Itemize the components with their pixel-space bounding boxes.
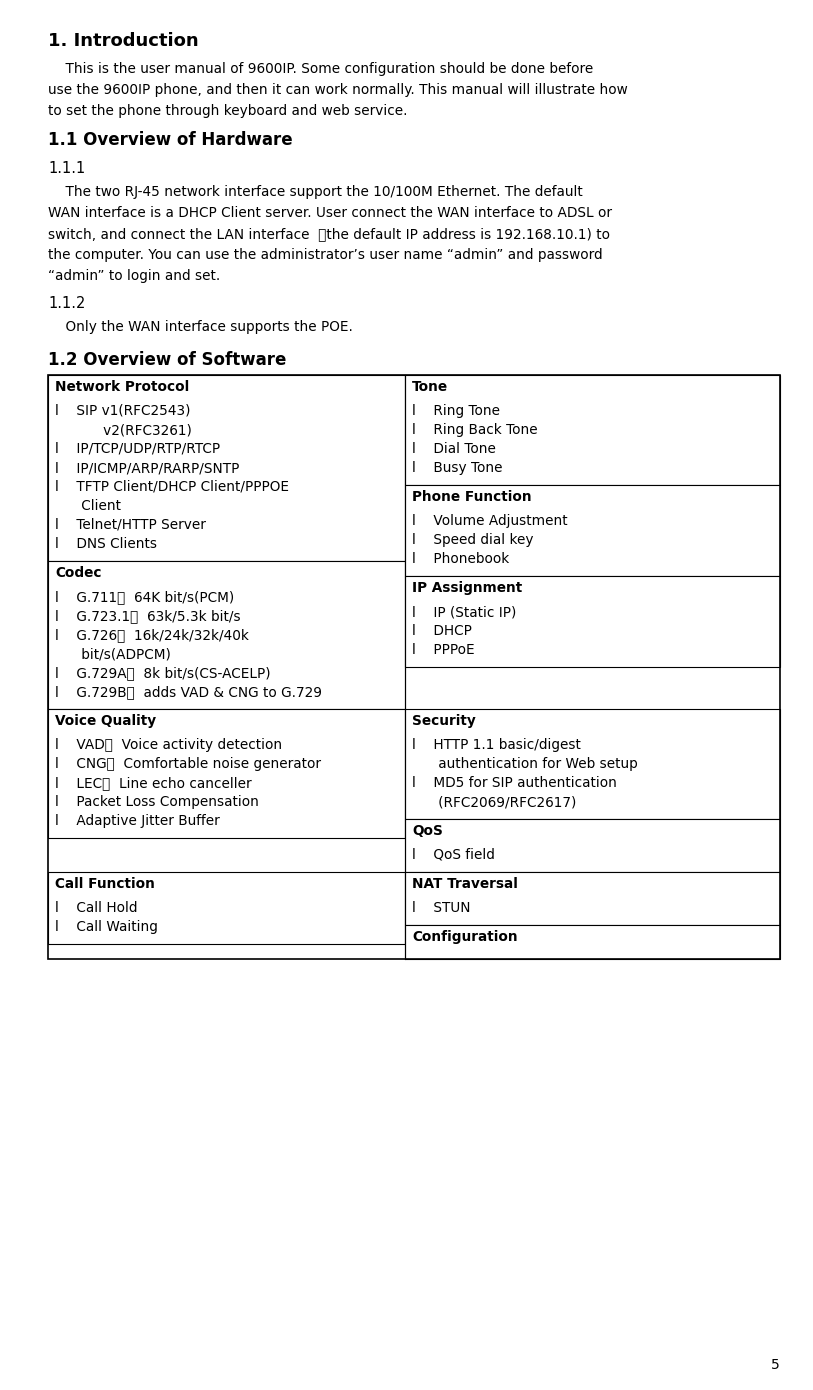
Text: to set the phone through keyboard and web service.: to set the phone through keyboard and we… bbox=[48, 104, 407, 118]
Text: l    MD5 for SIP authentication: l MD5 for SIP authentication bbox=[412, 776, 617, 790]
Text: l    G.711：  64K bit/s(PCM): l G.711： 64K bit/s(PCM) bbox=[55, 589, 234, 605]
Text: l    Ring Back Tone: l Ring Back Tone bbox=[412, 423, 537, 436]
Text: l    Adaptive Jitter Buffer: l Adaptive Jitter Buffer bbox=[55, 815, 220, 828]
Text: l    Call Hold: l Call Hold bbox=[55, 901, 137, 915]
Text: 1.2 Overview of Software: 1.2 Overview of Software bbox=[48, 352, 286, 368]
Text: l    Dial Tone: l Dial Tone bbox=[412, 442, 496, 456]
Text: l    G.723.1：  63k/5.3k bit/s: l G.723.1： 63k/5.3k bit/s bbox=[55, 609, 241, 623]
Text: v2(RFC3261): v2(RFC3261) bbox=[55, 423, 192, 436]
Bar bbox=[48, 872, 405, 944]
Text: 1.1 Overview of Hardware: 1.1 Overview of Hardware bbox=[48, 131, 293, 149]
Bar bbox=[405, 819, 780, 872]
Bar bbox=[405, 375, 780, 485]
Text: l    PPPoE: l PPPoE bbox=[412, 644, 475, 657]
Text: Codec: Codec bbox=[55, 566, 102, 580]
Text: “admin” to login and set.: “admin” to login and set. bbox=[48, 270, 220, 284]
Text: l    VAD：  Voice activity detection: l VAD： Voice activity detection bbox=[55, 738, 282, 752]
Text: Tone: Tone bbox=[412, 379, 448, 393]
Text: The two RJ-45 network interface support the 10/100M Ethernet. The default: The two RJ-45 network interface support … bbox=[48, 185, 583, 199]
Text: 1.1.1: 1.1.1 bbox=[48, 161, 85, 177]
Text: This is the user manual of 9600IP. Some configuration should be done before: This is the user manual of 9600IP. Some … bbox=[48, 63, 593, 76]
Text: IP Assignment: IP Assignment bbox=[412, 581, 522, 595]
Text: bit/s(ADPCM): bit/s(ADPCM) bbox=[55, 646, 171, 662]
Text: l    Busy Tone: l Busy Tone bbox=[412, 461, 502, 475]
Text: l    IP/ICMP/ARP/RARP/SNTP: l IP/ICMP/ARP/RARP/SNTP bbox=[55, 461, 239, 475]
Text: l    SIP v1(RFC2543): l SIP v1(RFC2543) bbox=[55, 404, 190, 418]
Text: l    Phonebook: l Phonebook bbox=[412, 552, 509, 566]
Bar bbox=[405, 485, 780, 575]
Bar bbox=[48, 562, 405, 709]
Text: Client: Client bbox=[55, 499, 121, 513]
Text: l    Volume Adjustment: l Volume Adjustment bbox=[412, 514, 567, 528]
Text: switch, and connect the LAN interface  （the default IP address is 192.168.10.1) : switch, and connect the LAN interface （t… bbox=[48, 227, 610, 240]
Text: 1. Introduction: 1. Introduction bbox=[48, 32, 198, 50]
Text: Only the WAN interface supports the POE.: Only the WAN interface supports the POE. bbox=[48, 320, 353, 334]
Text: use the 9600IP phone, and then it can work normally. This manual will illustrate: use the 9600IP phone, and then it can wo… bbox=[48, 83, 628, 97]
Text: Phone Function: Phone Function bbox=[412, 491, 532, 505]
Text: Network Protocol: Network Protocol bbox=[55, 379, 189, 393]
Text: l    DNS Clients: l DNS Clients bbox=[55, 537, 157, 550]
Text: QoS: QoS bbox=[412, 824, 443, 838]
Text: WAN interface is a DHCP Client server. User connect the WAN interface to ADSL or: WAN interface is a DHCP Client server. U… bbox=[48, 206, 612, 220]
Text: Voice Quality: Voice Quality bbox=[55, 714, 156, 728]
Bar bbox=[48, 709, 405, 838]
Bar bbox=[48, 375, 780, 959]
Bar bbox=[405, 924, 780, 959]
Text: authentication for Web setup: authentication for Web setup bbox=[412, 758, 637, 771]
Text: 5: 5 bbox=[772, 1358, 780, 1372]
Text: l    G.726：  16k/24k/32k/40k: l G.726： 16k/24k/32k/40k bbox=[55, 628, 249, 642]
Text: l    Ring Tone: l Ring Tone bbox=[412, 404, 500, 418]
Bar bbox=[405, 709, 780, 819]
Text: l    Call Waiting: l Call Waiting bbox=[55, 920, 158, 934]
Text: l    LEC：  Line echo canceller: l LEC： Line echo canceller bbox=[55, 776, 252, 790]
Bar bbox=[405, 872, 780, 924]
Text: l    HTTP 1.1 basic/digest: l HTTP 1.1 basic/digest bbox=[412, 738, 580, 752]
Text: l    Speed dial key: l Speed dial key bbox=[412, 532, 533, 548]
Bar bbox=[48, 375, 405, 562]
Text: l    Packet Loss Compensation: l Packet Loss Compensation bbox=[55, 795, 259, 809]
Text: (RFC2069/RFC2617): (RFC2069/RFC2617) bbox=[412, 795, 576, 809]
Text: l    QoS field: l QoS field bbox=[412, 848, 495, 862]
Text: NAT Traversal: NAT Traversal bbox=[412, 877, 518, 891]
Text: the computer. You can use the administrator’s user name “admin” and password: the computer. You can use the administra… bbox=[48, 247, 602, 261]
Text: Call Function: Call Function bbox=[55, 877, 154, 891]
Text: l    IP/TCP/UDP/RTP/RTCP: l IP/TCP/UDP/RTP/RTCP bbox=[55, 442, 220, 456]
Text: l    CNG：  Comfortable noise generator: l CNG： Comfortable noise generator bbox=[55, 758, 321, 771]
Text: 1.1.2: 1.1.2 bbox=[48, 296, 85, 311]
Text: l    DHCP: l DHCP bbox=[412, 624, 472, 638]
Text: l    Telnet/HTTP Server: l Telnet/HTTP Server bbox=[55, 518, 206, 532]
Text: Configuration: Configuration bbox=[412, 930, 518, 944]
Text: l    TFTP Client/DHCP Client/PPPOE: l TFTP Client/DHCP Client/PPPOE bbox=[55, 480, 289, 493]
Text: l    IP (Static IP): l IP (Static IP) bbox=[412, 605, 516, 619]
Text: l    G.729A：  8k bit/s(CS-ACELP): l G.729A： 8k bit/s(CS-ACELP) bbox=[55, 666, 271, 680]
Bar bbox=[405, 575, 780, 667]
Text: l    G.729B：  adds VAD & CNG to G.729: l G.729B： adds VAD & CNG to G.729 bbox=[55, 685, 322, 699]
Text: Security: Security bbox=[412, 714, 476, 728]
Text: l    STUN: l STUN bbox=[412, 901, 471, 915]
